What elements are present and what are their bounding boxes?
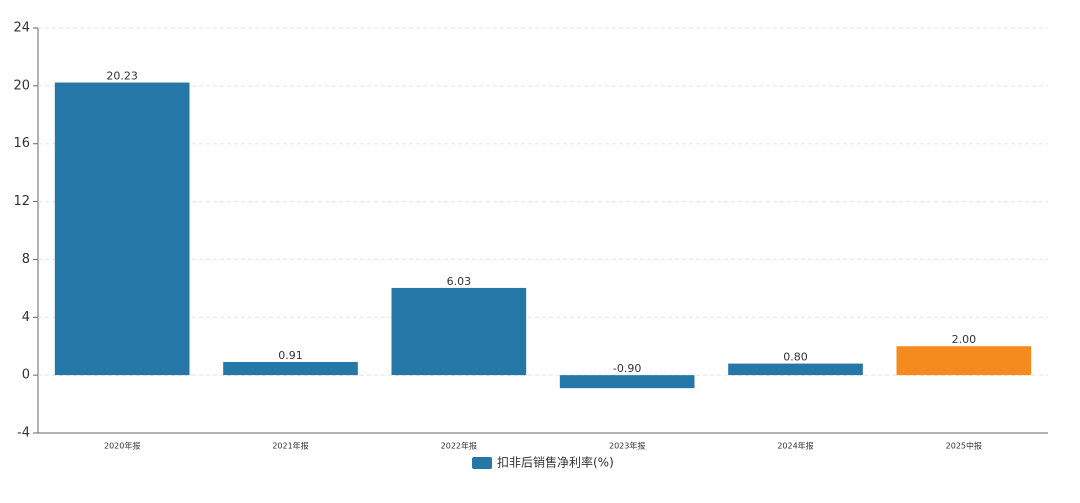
- value-label: 20.23: [106, 70, 138, 83]
- value-label: 2.00: [952, 333, 977, 346]
- x-tick-label: 2023年报: [609, 441, 645, 451]
- bar: [223, 361, 358, 376]
- y-tick-label: 4: [22, 310, 30, 325]
- value-label: -0.90: [613, 362, 641, 375]
- x-tick-label: 2024年报: [777, 441, 813, 451]
- legend-swatch: [472, 457, 492, 469]
- x-tick-label: 2025中报: [946, 441, 982, 451]
- y-tick-label: 24: [13, 21, 30, 36]
- y-tick-label: 12: [13, 194, 30, 209]
- bar: [54, 82, 190, 376]
- y-tick-label: -4: [17, 426, 30, 441]
- bar: [728, 363, 863, 376]
- y-tick-label: 20: [13, 78, 30, 93]
- x-tick-label: 2020年报: [104, 441, 140, 451]
- y-tick-label: 8: [22, 252, 30, 267]
- value-label: 0.80: [783, 351, 808, 364]
- y-tick-label: 0: [22, 368, 30, 383]
- value-label: 6.03: [447, 275, 472, 288]
- x-tick-label: 2021年报: [272, 441, 308, 451]
- bar: [559, 375, 695, 389]
- y-tick-label: 16: [13, 136, 30, 151]
- bar: [896, 346, 1032, 376]
- bar: [391, 287, 527, 376]
- value-label: 0.91: [278, 349, 303, 362]
- legend-label: 扣非后销售净利率(%): [497, 455, 614, 470]
- x-tick-label: 2022年报: [441, 441, 477, 451]
